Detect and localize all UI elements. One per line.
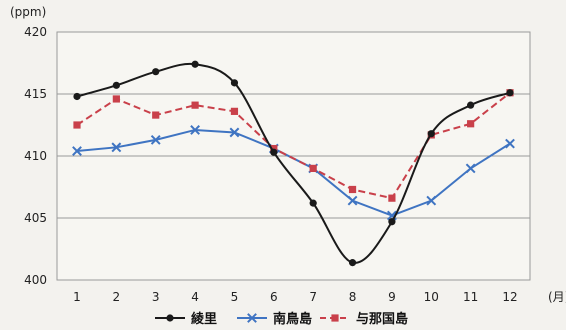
data-point xyxy=(190,125,200,135)
legend-marker xyxy=(331,314,339,322)
legend-label: 与那国島 xyxy=(356,311,408,327)
y-tick-label: 405 xyxy=(24,211,47,225)
series-line xyxy=(76,91,511,200)
x-tick-label: 12 xyxy=(502,290,517,304)
data-point xyxy=(191,60,199,68)
data-point xyxy=(73,92,81,101)
data-point xyxy=(270,148,278,156)
legend-item: 南鳥島 xyxy=(237,311,312,327)
series-1 xyxy=(73,60,514,267)
legend-item: 与那国島 xyxy=(320,311,408,327)
x-tick-label: 2 xyxy=(113,290,121,304)
data-point xyxy=(150,134,161,145)
data-point xyxy=(152,68,160,76)
y-tick-label: 400 xyxy=(24,273,47,287)
legend-label: 南鳥島 xyxy=(273,311,312,327)
data-point xyxy=(191,101,199,109)
y-tick-label: 410 xyxy=(24,149,47,163)
data-point xyxy=(72,146,82,156)
data-point xyxy=(152,111,160,119)
data-point xyxy=(112,81,120,89)
data-point xyxy=(427,130,435,138)
data-point xyxy=(388,218,396,226)
data-point xyxy=(73,121,81,129)
data-point xyxy=(348,185,357,194)
y-unit-label: (ppm) xyxy=(10,5,46,19)
x-tick-label: 5 xyxy=(231,290,239,304)
x-tick-label: 10 xyxy=(424,290,439,304)
x-tick-label: 11 xyxy=(463,290,478,304)
y-tick-label: 415 xyxy=(24,87,47,101)
x-tick-label: 4 xyxy=(191,290,199,304)
data-point xyxy=(309,199,317,207)
data-point xyxy=(270,144,278,153)
data-point xyxy=(348,259,357,267)
data-point xyxy=(309,164,317,172)
x-tick-label: 9 xyxy=(388,290,396,304)
legend-item: 綾里 xyxy=(155,311,217,327)
data-point xyxy=(505,138,515,149)
data-point xyxy=(467,101,475,109)
data-point xyxy=(426,195,437,206)
x-tick-label: 8 xyxy=(349,290,357,304)
x-unit-label: (月) xyxy=(548,290,566,304)
legend-marker xyxy=(247,313,257,323)
data-point xyxy=(112,95,120,103)
data-point xyxy=(230,79,239,87)
data-point xyxy=(465,163,476,174)
y-tick-label: 420 xyxy=(24,25,47,39)
x-tick-label: 3 xyxy=(152,290,160,304)
x-tick-label: 7 xyxy=(309,290,317,304)
legend-label: 綾里 xyxy=(191,311,217,327)
data-point xyxy=(111,142,122,153)
x-tick-label: 6 xyxy=(270,290,278,304)
data-point xyxy=(230,107,239,115)
x-tick-label: 1 xyxy=(73,290,81,304)
data-point xyxy=(467,120,475,128)
data-point xyxy=(347,195,358,206)
data-point xyxy=(388,194,396,202)
legend-marker xyxy=(166,314,174,322)
data-point xyxy=(506,89,514,97)
data-point xyxy=(229,127,240,138)
